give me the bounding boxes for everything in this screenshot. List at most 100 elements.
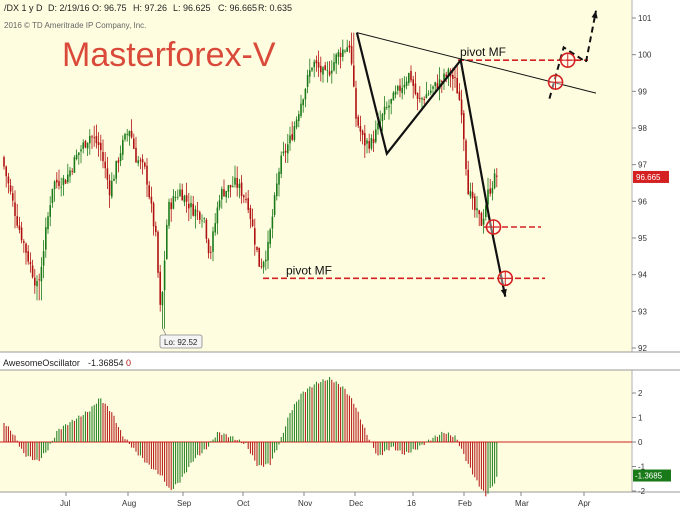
candle xyxy=(133,133,135,150)
candle xyxy=(441,79,443,94)
candle xyxy=(106,157,109,190)
candle xyxy=(251,208,254,228)
y-tick-label: 99 xyxy=(638,87,647,96)
candle xyxy=(258,247,260,267)
candle xyxy=(62,175,65,196)
candle xyxy=(460,89,463,124)
candle xyxy=(430,84,432,96)
x-tick-label: Sep xyxy=(177,499,192,508)
target-circle xyxy=(485,219,502,235)
candle xyxy=(271,209,274,239)
candle xyxy=(331,60,333,84)
candle xyxy=(366,138,368,154)
candle xyxy=(238,178,241,199)
candle xyxy=(322,66,324,83)
candle xyxy=(416,92,419,111)
candle xyxy=(333,53,335,72)
candle xyxy=(9,178,12,195)
candle xyxy=(313,59,315,78)
candle xyxy=(267,230,269,270)
candle xyxy=(3,155,5,170)
target-circle xyxy=(559,52,576,68)
y-tick-label: 96 xyxy=(638,197,647,206)
y-tick-label: 92 xyxy=(638,344,647,353)
y-tick-label: 95 xyxy=(638,234,647,243)
candle xyxy=(328,61,331,77)
candle xyxy=(412,75,414,99)
candle xyxy=(478,209,480,227)
last-price-badge xyxy=(633,170,669,183)
candle xyxy=(47,212,49,234)
candle xyxy=(482,209,485,234)
candle xyxy=(130,119,133,139)
candle xyxy=(223,179,225,198)
y-tick-label: 100 xyxy=(638,51,652,60)
candle xyxy=(166,219,168,261)
osc-tick-label: 0 xyxy=(638,438,643,447)
osc-last-label: -1.3685 xyxy=(635,472,663,481)
candle xyxy=(392,90,395,101)
candle xyxy=(12,185,14,207)
candle xyxy=(141,154,144,175)
candle xyxy=(335,52,337,74)
candle xyxy=(148,181,150,200)
candle xyxy=(355,80,357,127)
candle xyxy=(293,121,296,142)
candle xyxy=(375,120,377,144)
candle xyxy=(300,94,302,119)
candle xyxy=(465,138,467,176)
candle xyxy=(276,173,278,201)
y-tick-label: 93 xyxy=(638,307,647,316)
candle xyxy=(60,177,62,197)
trendline xyxy=(356,32,597,94)
zigzag-path xyxy=(355,32,507,297)
symbol-label: /DX 1 y D xyxy=(4,3,43,13)
target-circle xyxy=(547,74,564,90)
candle xyxy=(425,81,428,99)
candle xyxy=(232,176,234,188)
candle xyxy=(38,273,40,301)
candle xyxy=(152,201,155,236)
candle xyxy=(111,172,113,199)
candle xyxy=(75,149,78,161)
candle xyxy=(496,168,498,188)
candle xyxy=(82,139,84,154)
candle xyxy=(36,275,38,301)
candle xyxy=(49,196,51,227)
candle xyxy=(144,161,146,170)
range-label: R: 0.635 xyxy=(258,3,292,13)
candle xyxy=(207,238,210,259)
open-label: O: 96.75 xyxy=(92,3,127,13)
candle xyxy=(381,112,384,132)
candle xyxy=(210,245,212,260)
candle xyxy=(405,76,408,90)
candle xyxy=(188,192,190,222)
candle xyxy=(493,168,496,190)
candle xyxy=(155,221,157,237)
low-label: L: 96.625 xyxy=(173,3,211,13)
candle xyxy=(339,47,342,69)
x-tick-label: 16 xyxy=(407,499,416,508)
candle xyxy=(128,130,131,146)
candle xyxy=(64,178,67,184)
candle xyxy=(190,195,192,219)
candle xyxy=(139,157,142,170)
candle xyxy=(234,165,236,188)
candle xyxy=(124,132,126,142)
candle xyxy=(306,69,309,94)
osc-tick-label: -1 xyxy=(638,463,646,472)
candle xyxy=(126,128,128,142)
candle xyxy=(454,66,456,88)
candle xyxy=(20,221,23,244)
candle xyxy=(346,39,348,52)
y-tick-label: 94 xyxy=(638,271,647,280)
candle xyxy=(205,218,208,244)
candle xyxy=(203,217,205,224)
candle xyxy=(221,186,223,209)
candle xyxy=(273,192,276,218)
x-tick-label: Jul xyxy=(60,499,70,508)
candle xyxy=(383,96,386,120)
candle xyxy=(282,141,285,157)
candle xyxy=(27,245,29,265)
